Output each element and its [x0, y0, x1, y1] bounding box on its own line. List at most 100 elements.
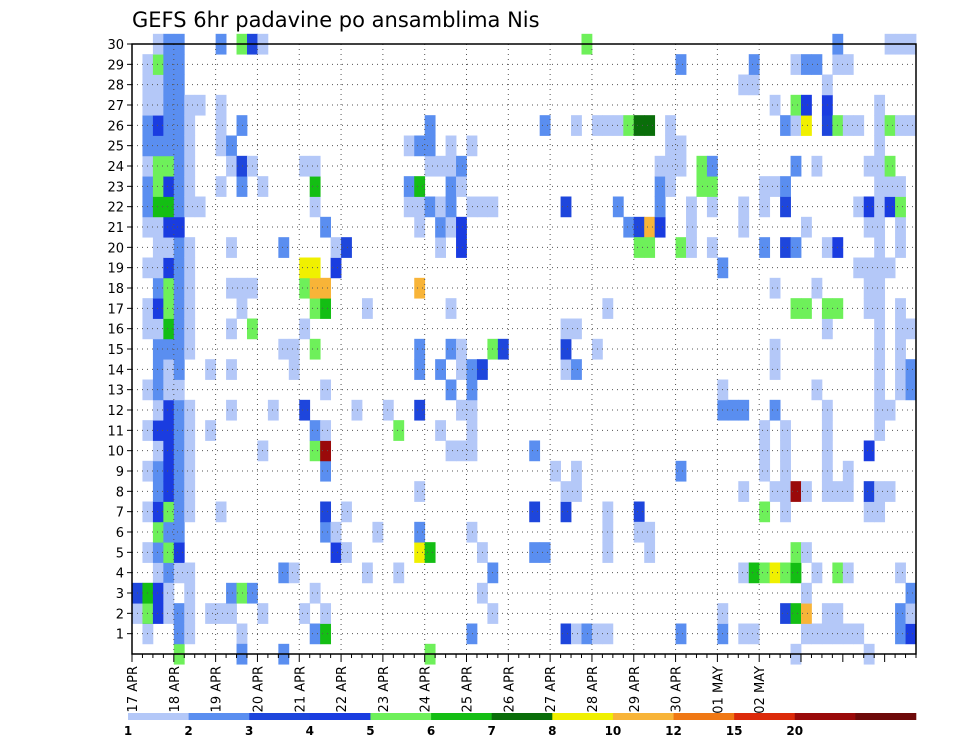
- heatmap-cell: [163, 196, 175, 218]
- heatmap-cell: [163, 298, 175, 319]
- heatmap-cell: [874, 155, 886, 177]
- heatmap-cell: [560, 501, 572, 523]
- heatmap-cell: [874, 257, 886, 279]
- x-tick-label: 17 APR: [126, 666, 141, 712]
- heatmap-cell: [330, 542, 342, 563]
- heatmap-cell: [435, 155, 446, 177]
- heatmap-cell: [163, 155, 175, 177]
- heatmap-cell: [184, 318, 196, 340]
- heatmap-cell: [163, 603, 175, 624]
- heatmap-cell: [152, 257, 164, 279]
- heatmap-cell: [152, 94, 164, 116]
- heatmap-cell: [414, 216, 426, 238]
- heatmap-cell: [665, 135, 676, 157]
- x-axis-ticks: 17 APR 18 APR 19 APR 20 APR 21 APR 22 APR 23 A…: [126, 654, 917, 714]
- heatmap-cell: [163, 440, 175, 462]
- heatmap-cell: [163, 318, 175, 340]
- x-tick-label: 19 APR: [210, 666, 225, 712]
- heatmap-cell: [675, 155, 687, 177]
- heatmap-cell: [769, 338, 781, 360]
- heatmap-cell: [874, 176, 886, 197]
- y-tick-label: 16: [107, 323, 124, 338]
- heatmap-cell: [895, 196, 906, 218]
- heatmap-cell: [163, 277, 175, 299]
- heatmap-cell: [905, 318, 917, 340]
- heatmap-cell: [320, 379, 332, 401]
- legend-swatch: [794, 713, 856, 720]
- heatmap-cell: [236, 176, 248, 197]
- heatmap-cell: [152, 542, 164, 563]
- heatmap-cell: [571, 318, 582, 340]
- heatmap-cell: [184, 338, 196, 360]
- heatmap-cell: [623, 216, 635, 238]
- heatmap-cell: [801, 115, 812, 136]
- heatmap-cell: [874, 277, 886, 299]
- heatmap-cell: [173, 115, 185, 136]
- heatmap-cell: [173, 277, 185, 299]
- heatmap-cell: [152, 379, 164, 401]
- heatmap-cell: [173, 176, 185, 197]
- heatmap-cell: [895, 237, 906, 258]
- heatmap-cell: [299, 257, 311, 279]
- heatmap-cell: [152, 501, 164, 523]
- heatmap-cell: [571, 359, 582, 380]
- heatmap-cell: [780, 562, 791, 584]
- heatmap-cell: [759, 176, 771, 197]
- heatmap-cell: [299, 318, 311, 340]
- heatmap-cell: [884, 481, 896, 502]
- heatmap-cell: [780, 460, 791, 482]
- heatmap-cell: [456, 440, 467, 462]
- heatmap-cell: [236, 298, 248, 319]
- heatmap-cell: [184, 582, 196, 604]
- heatmap-cell: [780, 115, 791, 136]
- heatmap-cell: [163, 216, 175, 238]
- heatmap-cell: [905, 623, 917, 645]
- heatmap-cell: [895, 318, 906, 340]
- heatmap-cell: [184, 257, 196, 279]
- heatmap-cell: [424, 196, 436, 218]
- heatmap-cell: [320, 623, 332, 645]
- y-tick-label: 15: [107, 343, 124, 358]
- heatmap-cell: [738, 399, 750, 421]
- heatmap-cell: [497, 338, 509, 360]
- heatmap-cell: [414, 277, 426, 299]
- heatmap-cell: [466, 399, 478, 421]
- heatmap-cell: [173, 542, 185, 563]
- heatmap-cell: [152, 603, 164, 624]
- heatmap-cell: [320, 501, 332, 523]
- heatmap-cell: [152, 338, 164, 360]
- x-tick-label: 30 APR: [670, 666, 685, 712]
- heatmap-cell: [842, 115, 854, 136]
- y-tick-label: 22: [107, 201, 124, 216]
- heatmap-cell: [163, 176, 175, 197]
- heatmap-cell: [456, 237, 467, 258]
- heatmap-cell: [435, 359, 446, 380]
- heatmap-cell: [163, 562, 175, 584]
- heatmap-cell: [205, 359, 217, 380]
- heatmap-cell: [173, 216, 185, 238]
- heatmap-cell: [895, 338, 906, 360]
- heatmap-cell: [445, 196, 457, 218]
- heatmap-cell: [874, 338, 886, 360]
- legend-swatch: [552, 713, 614, 720]
- heatmap-cell: [414, 196, 426, 218]
- heatmap-cell: [811, 54, 823, 75]
- heatmap-cell: [445, 298, 457, 319]
- heatmap-cell: [560, 481, 572, 502]
- heatmap-cell: [801, 582, 812, 604]
- y-tick-label: 3: [116, 587, 124, 602]
- heatmap-cell: [330, 237, 342, 258]
- heatmap-cell: [152, 216, 164, 238]
- color-legend: 1 2 3 4 5 6 7 8 10 12 15 20: [124, 713, 917, 738]
- heatmap-cell: [738, 216, 750, 238]
- heatmap-cell: [414, 359, 426, 380]
- heatmap-cell: [686, 237, 697, 258]
- x-tick-label: 18 APR: [168, 666, 183, 712]
- heatmap-cell: [184, 155, 196, 177]
- heatmap-cell: [456, 176, 467, 197]
- heatmap-cell: [539, 115, 551, 136]
- heatmap-cell: [320, 440, 332, 462]
- heatmap-cell: [288, 562, 300, 584]
- heatmap-cell: [863, 257, 875, 279]
